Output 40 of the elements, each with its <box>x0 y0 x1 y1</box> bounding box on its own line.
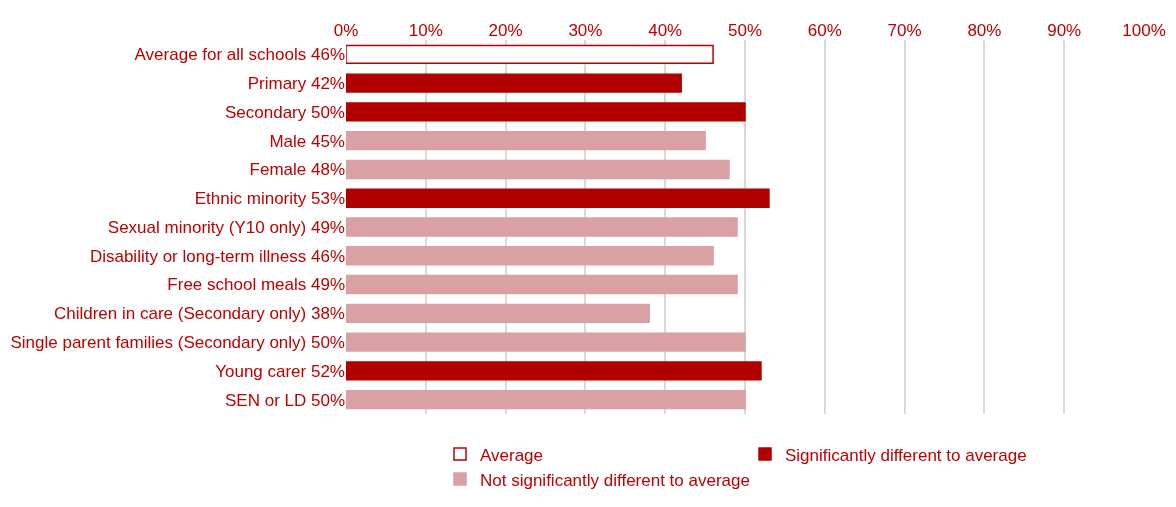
bar <box>346 274 738 295</box>
y-tick-label: Secondary 50% <box>224 102 345 122</box>
y-tick-label: Sexual minority (Y10 only) 49% <box>107 217 345 237</box>
x-tick-label: 100% <box>1122 20 1166 40</box>
bar <box>346 131 706 151</box>
x-tick-label: 0% <box>333 20 359 40</box>
bar <box>346 73 682 93</box>
y-tick-label: Ethnic minority 53% <box>194 189 345 209</box>
y-tick-label: Male 45% <box>269 131 345 151</box>
bar <box>346 102 746 122</box>
bar <box>346 389 746 410</box>
legend-label: Average <box>480 445 544 465</box>
y-tick-label: SEN or LD 50% <box>225 390 345 410</box>
legend-label: Not significantly different to average <box>480 470 750 490</box>
y-tick-label: Free school meals 49% <box>167 275 345 295</box>
bar <box>346 217 738 237</box>
bar <box>346 332 746 352</box>
bar <box>346 361 762 381</box>
x-tick-label: 60% <box>807 20 842 40</box>
bar <box>346 303 650 323</box>
legend-label: Significantly different to average <box>785 445 1027 465</box>
bar <box>346 159 730 180</box>
y-tick-label: Disability or long-term illness 46% <box>89 246 345 266</box>
bar <box>346 246 714 266</box>
y-tick-label: Children in care (Secondary only) 38% <box>53 304 345 324</box>
bar <box>346 188 770 208</box>
bar <box>346 44 714 65</box>
x-tick-label: 50% <box>727 20 763 40</box>
x-tick-label: 90% <box>1047 20 1082 40</box>
x-tick-label: 10% <box>408 20 443 40</box>
x-tick-label: 20% <box>488 20 523 40</box>
y-tick-label: Average for all schools 46% <box>134 45 345 65</box>
x-tick-label: 80% <box>967 20 1002 40</box>
x-tick-label: 70% <box>887 20 922 40</box>
y-tick-label: Female 48% <box>249 160 345 180</box>
x-tick-label: 30% <box>568 20 603 40</box>
y-tick-label: Single parent families (Secondary only) 50% <box>10 333 345 353</box>
y-tick-label: Young carer 52% <box>215 361 345 381</box>
x-tick-label: 40% <box>648 20 683 40</box>
y-tick-label: Primary 42% <box>247 74 345 94</box>
